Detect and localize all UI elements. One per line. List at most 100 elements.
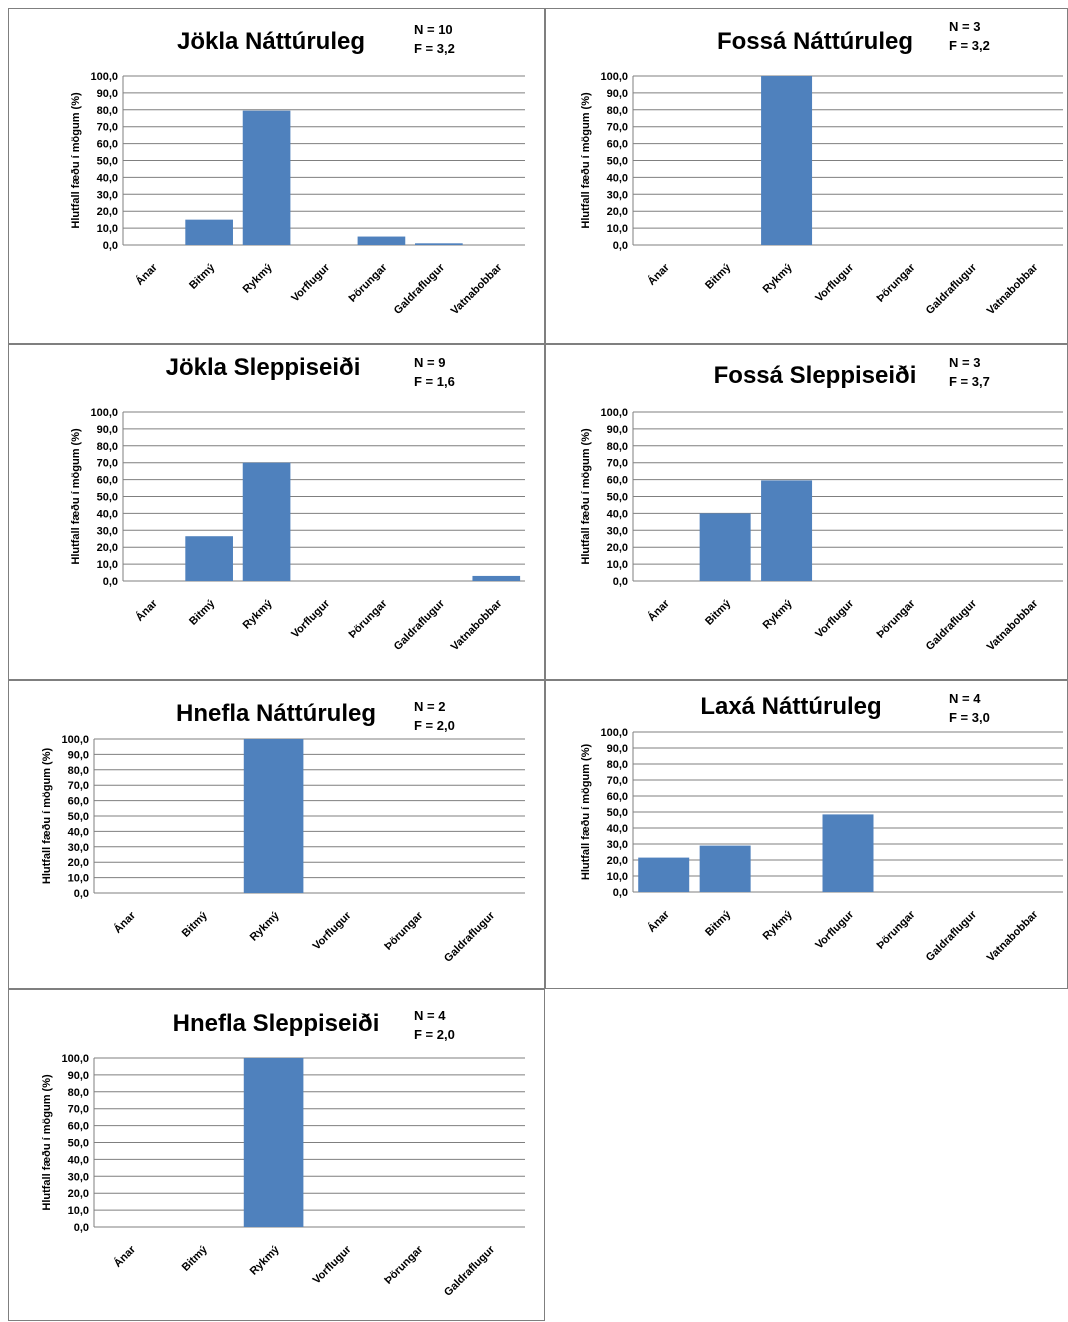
y-tick-label: 50,0 xyxy=(607,492,628,504)
y-tick-label: 100,0 xyxy=(61,1053,89,1065)
chart-panel: Fossá Sleppiseiði N = 3 F = 3,7 0,0 10,0 20,0… xyxy=(545,344,1068,680)
bar-chart: Hnefla Náttúruleg N = 2 F = 2,0 0,0 10,0 20,0… xyxy=(41,699,525,965)
category-label: Galdraflugur xyxy=(442,909,498,965)
y-tick-label: 0,0 xyxy=(103,576,118,588)
bar-chart: Jökla Náttúruleg N = 10 F = 3,2 0,0 10,0 20,0… xyxy=(70,22,525,317)
f-label: F = 2,0 xyxy=(414,1027,455,1042)
y-tick-label: 70,0 xyxy=(68,1104,89,1116)
y-tick-label: 20,0 xyxy=(97,206,118,218)
chart-title: Hnefla Náttúruleg xyxy=(176,700,376,727)
category-label: Þörungar xyxy=(874,261,918,305)
category-label: Ánar xyxy=(645,907,672,934)
y-tick-label: 40,0 xyxy=(607,823,628,835)
chart-title: Jökla Náttúruleg xyxy=(177,28,365,55)
category-label: Rykmý xyxy=(241,261,276,296)
bar xyxy=(243,739,304,893)
bar xyxy=(357,236,406,245)
category-label: Galdraflugur xyxy=(392,261,448,317)
n-label: N = 3 xyxy=(949,19,980,34)
bar xyxy=(243,1058,304,1227)
y-tick-label: 80,0 xyxy=(97,441,118,453)
category-label: Ánar xyxy=(645,596,672,623)
y-tick-label: 80,0 xyxy=(68,765,89,777)
f-label: F = 3,0 xyxy=(949,710,990,725)
f-label: F = 1,6 xyxy=(414,374,455,389)
category-label: Rykmý xyxy=(761,261,796,296)
category-label: Ánar xyxy=(111,1242,138,1269)
y-tick-label: 30,0 xyxy=(607,839,628,851)
category-label: Vorflugur xyxy=(289,597,332,640)
y-tick-label: 30,0 xyxy=(68,842,89,854)
y-tick-label: 0,0 xyxy=(613,240,628,252)
y-tick-label: 100,0 xyxy=(600,71,628,83)
y-tick-label: 80,0 xyxy=(607,105,628,117)
y-tick-label: 20,0 xyxy=(607,542,628,554)
category-label: Þörungar xyxy=(346,597,390,641)
y-tick-label: 50,0 xyxy=(607,156,628,168)
f-label: F = 2,0 xyxy=(414,718,455,733)
bar xyxy=(761,480,813,581)
y-tick-label: 60,0 xyxy=(607,791,628,803)
chart-panel: Fossá Náttúruleg N = 3 F = 3,2 0,0 10,0 20,0 3… xyxy=(545,8,1068,344)
y-axis-label: Hlutfall fæðu í mögum (%) xyxy=(41,1074,53,1211)
y-tick-label: 90,0 xyxy=(607,88,628,100)
bar-chart: Jökla Sleppiseiði N = 9 F = 1,6 0,0 10,0 20,0… xyxy=(70,354,525,653)
bar-chart: Laxá Náttúruleg N = 4 F = 3,0 0,0 10,0 20,0 30… xyxy=(580,691,1063,964)
y-tick-label: 30,0 xyxy=(97,189,118,201)
category-label: Galdraflugur xyxy=(924,908,980,964)
y-tick-label: 40,0 xyxy=(607,172,628,184)
category-label: Þörungar xyxy=(874,597,918,641)
category-label: Ánar xyxy=(133,260,160,287)
y-tick-label: 30,0 xyxy=(97,525,118,537)
y-tick-label: 100,0 xyxy=(600,407,628,419)
category-label: Rykmý xyxy=(761,908,796,943)
category-label: Rykmý xyxy=(241,597,276,632)
y-tick-label: 40,0 xyxy=(97,172,118,184)
f-label: F = 3,7 xyxy=(949,374,990,389)
y-tick-label: 60,0 xyxy=(68,796,89,808)
bar xyxy=(242,110,291,246)
category-label: Bitmý xyxy=(180,909,211,940)
category-label: Galdraflugur xyxy=(392,597,448,653)
bar xyxy=(699,513,751,581)
chart-panel: Jökla Sleppiseiði N = 9 F = 1,6 0,0 10,0 20,0… xyxy=(8,344,545,680)
y-tick-label: 20,0 xyxy=(68,857,89,869)
y-tick-label: 70,0 xyxy=(68,780,89,792)
category-label: Vorflugur xyxy=(311,1243,354,1286)
y-tick-label: 90,0 xyxy=(68,749,89,761)
bar xyxy=(415,243,463,245)
category-label: Ánar xyxy=(133,596,160,623)
y-tick-label: 0,0 xyxy=(103,240,118,252)
chart-panel: Jökla Náttúruleg N = 10 F = 3,2 0,0 10,0 20,0… xyxy=(8,8,545,344)
y-axis-label: Hlutfall fæðu í mögum (%) xyxy=(580,92,592,229)
category-label: Vatnabobbar xyxy=(449,261,505,317)
y-tick-label: 0,0 xyxy=(74,888,89,900)
bar xyxy=(822,814,874,892)
n-label: N = 10 xyxy=(414,22,453,37)
y-tick-label: 60,0 xyxy=(68,1121,89,1133)
y-tick-label: 90,0 xyxy=(97,88,118,100)
y-tick-label: 70,0 xyxy=(97,122,118,134)
y-tick-label: 100,0 xyxy=(600,727,628,739)
chart-panel: Hnefla Sleppiseiði N = 4 F = 2,0 0,0 10,0 20,… xyxy=(8,989,545,1321)
y-tick-label: 60,0 xyxy=(97,475,118,487)
y-tick-label: 70,0 xyxy=(607,775,628,787)
n-label: N = 2 xyxy=(414,699,445,714)
y-tick-label: 20,0 xyxy=(97,542,118,554)
category-label: Þörungar xyxy=(346,261,390,305)
y-tick-label: 80,0 xyxy=(607,759,628,771)
y-tick-label: 50,0 xyxy=(68,1138,89,1150)
y-tick-label: 50,0 xyxy=(97,156,118,168)
y-tick-label: 90,0 xyxy=(607,424,628,436)
y-axis-label: Hlutfall fæðu í mögum (%) xyxy=(580,744,592,881)
category-label: Vatnabobbar xyxy=(985,908,1041,964)
category-label: Galdraflugur xyxy=(924,597,980,653)
y-tick-label: 30,0 xyxy=(607,189,628,201)
bar-chart: Hnefla Sleppiseiði N = 4 F = 2,0 0,0 10,0 20,… xyxy=(41,1008,525,1299)
category-label: Ánar xyxy=(645,260,672,287)
y-tick-label: 100,0 xyxy=(90,407,118,419)
category-label: Bitmý xyxy=(187,261,218,292)
y-tick-label: 30,0 xyxy=(607,525,628,537)
y-tick-label: 50,0 xyxy=(97,492,118,504)
